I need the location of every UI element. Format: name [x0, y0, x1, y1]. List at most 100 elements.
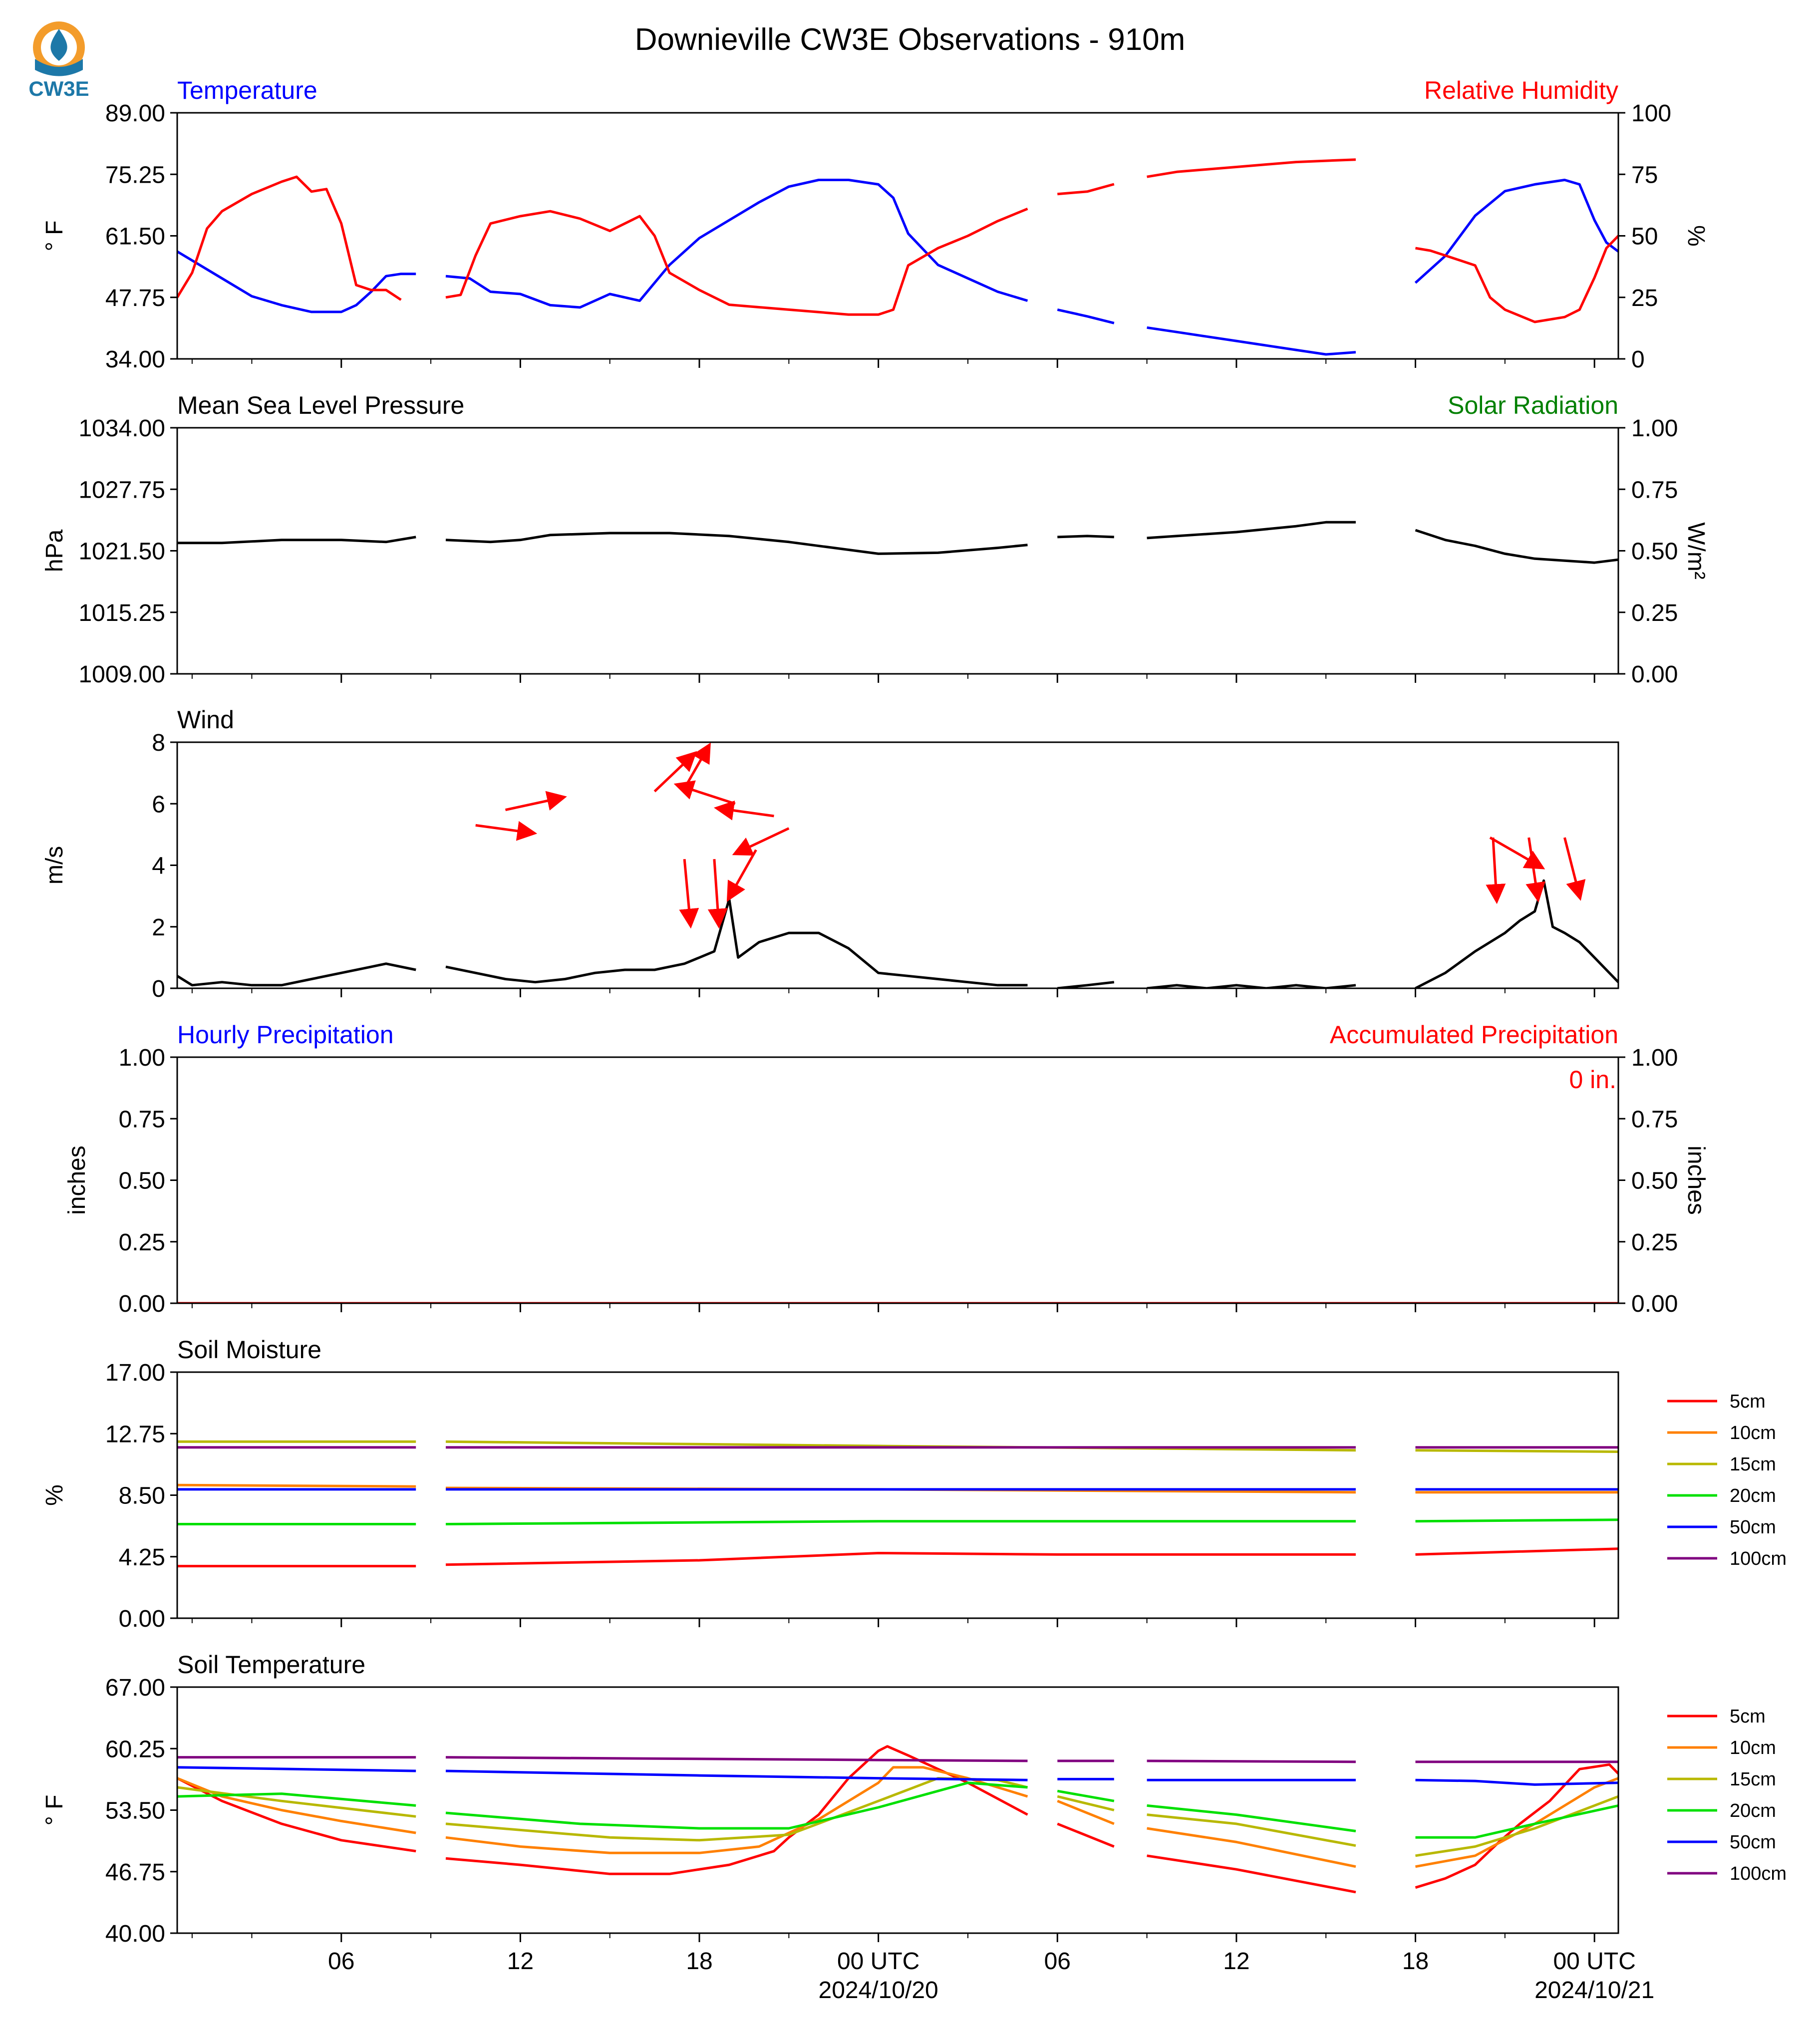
x-tick-label: 18	[686, 1948, 712, 1975]
series-line-black	[177, 521, 1618, 564]
panel-right-title: Accumulated Precipitation	[1330, 1021, 1618, 1049]
wind-vector	[732, 827, 790, 856]
y-tick-label: 1034.00	[78, 415, 165, 442]
soil-legend: 5cm 10cm 15cm 20cm 50cm 100cm	[1667, 1706, 1787, 1884]
y-axis-label: hPa	[41, 529, 68, 572]
x-date-label: 2024/10/21	[1534, 1977, 1654, 2004]
plot-frame	[176, 1686, 1619, 1934]
y-right-tick-label: 1.00	[1631, 1045, 1678, 1071]
series-line-15cm	[177, 1440, 1618, 1453]
y-right-tick-label: 0.50	[1631, 539, 1678, 565]
wind-vector	[713, 800, 774, 821]
y-tick-label: 1.00	[119, 1045, 165, 1071]
legend-label: 20cm	[1730, 1485, 1776, 1506]
panel-left-title: Soil Temperature	[177, 1651, 365, 1679]
wind-vector	[653, 751, 697, 793]
legend-label: 10cm	[1730, 1738, 1776, 1758]
x-date-label: 2024/10/20	[819, 1977, 938, 2004]
y-right-tick-label: 0	[1631, 346, 1645, 373]
series-line-10cm	[177, 1766, 1618, 1868]
y-tick-label: 1009.00	[78, 661, 165, 688]
y-right-tick-label: 0.00	[1631, 661, 1678, 688]
accumulated-total: 0 in.	[1569, 1066, 1616, 1094]
y-tick-label: 40.00	[105, 1921, 165, 1947]
panel-left-title: Mean Sea Level Pressure	[177, 391, 464, 419]
legend-label: 20cm	[1730, 1800, 1776, 1821]
y-axis-label: ° F	[41, 1795, 68, 1826]
legend-label: 50cm	[1730, 1832, 1776, 1853]
y-tick-label: 0.25	[119, 1229, 165, 1256]
y-right-axis-label: W/m²	[1683, 522, 1709, 579]
y-right-axis-label: inches	[1683, 1146, 1709, 1215]
wind-vector	[726, 849, 757, 902]
y-right-tick-label: 25	[1631, 285, 1658, 311]
panel-left-title: Soil Moisture	[177, 1336, 321, 1364]
cw3e-logo: CW3E	[28, 21, 89, 100]
series-line-red	[177, 158, 1618, 323]
y-tick-label: 0	[152, 976, 165, 1002]
y-tick-label: 34.00	[105, 346, 165, 373]
panel-pressure: Mean Sea Level Pressure Solar Radiation 10…	[41, 391, 1709, 688]
y-tick-label: 53.50	[105, 1798, 165, 1824]
y-tick-label: 17.00	[105, 1360, 165, 1386]
series-line-20cm	[177, 1518, 1618, 1525]
wind-vector	[673, 780, 736, 805]
y-tick-label: 0.50	[119, 1168, 165, 1194]
series-group	[177, 521, 1618, 564]
y-tick-label: 89.00	[105, 100, 165, 127]
y-right-tick-label: 0.75	[1631, 1106, 1678, 1133]
y-tick-label: 0.75	[119, 1106, 165, 1133]
y-right-tick-label: 0.00	[1631, 1291, 1678, 1317]
plot-frame	[176, 427, 1619, 675]
soil-legend: 5cm 10cm 15cm 20cm 50cm 100cm	[1667, 1391, 1787, 1569]
y-tick-label: 4.25	[119, 1544, 165, 1571]
figure-title: Downieville CW3E Observations - 910m	[635, 22, 1186, 57]
y-right-tick-label: 0.25	[1631, 1229, 1678, 1256]
panel-soil-temp: Soil Temperature 40.00 46.75 53.50 60.25 67.0…	[41, 1651, 1787, 1947]
legend-label: 10cm	[1730, 1423, 1776, 1444]
wind-vector	[505, 791, 567, 812]
series-line-5cm	[177, 1547, 1618, 1568]
y-axis-label: inches	[64, 1146, 90, 1215]
y-tick-label: 6	[152, 791, 165, 818]
y-tick-label: 12.75	[105, 1421, 165, 1448]
y-right-tick-label: 0.50	[1631, 1168, 1678, 1194]
x-tick-label: 00 UTC	[837, 1948, 919, 1975]
series-line-blue	[177, 179, 1618, 356]
series-group	[177, 1440, 1618, 1568]
wind-vector	[475, 821, 538, 841]
series-line-15cm	[177, 1777, 1618, 1857]
y-tick-label: 0.00	[119, 1606, 165, 1632]
panel-left-title: Wind	[177, 706, 234, 734]
y-tick-label: 4	[152, 853, 165, 879]
x-tick-label: 06	[1044, 1948, 1071, 1975]
x-tick-label: 06	[328, 1948, 354, 1975]
wind-vector	[707, 859, 728, 929]
wind-vector	[1525, 837, 1545, 903]
series-line-100cm	[177, 1756, 1618, 1763]
logo-text: CW3E	[28, 77, 89, 100]
y-tick-label: 1021.50	[78, 539, 165, 565]
panels: Temperature Relative Humidity34.0047.7561…	[41, 76, 1787, 2004]
y-right-tick-label: 50	[1631, 224, 1658, 250]
legend-label: 100cm	[1730, 1548, 1787, 1569]
y-right-axis-label: %	[1683, 225, 1709, 247]
legend-label: 50cm	[1730, 1517, 1776, 1538]
x-tick-label: 12	[1223, 1948, 1249, 1975]
y-tick-label: 8	[152, 730, 165, 756]
panel-precip: Hourly Precipitation Accumulated Precipit…	[64, 1021, 1709, 1317]
series-group	[177, 1745, 1618, 1894]
plot-frame	[176, 741, 1619, 989]
panel-left-title: Hourly Precipitation	[177, 1021, 394, 1049]
x-tick-label: 00 UTC	[1553, 1948, 1635, 1975]
y-right-tick-label: 100	[1631, 100, 1671, 127]
x-tick-label: 12	[507, 1948, 534, 1975]
x-tick-label: 18	[1402, 1948, 1429, 1975]
y-tick-label: 61.50	[105, 224, 165, 250]
y-axis-label: m/s	[41, 846, 68, 884]
y-tick-label: 67.00	[105, 1675, 165, 1701]
series-line-50cm	[177, 1766, 1618, 1786]
y-tick-label: 75.25	[105, 162, 165, 188]
cw3e-logo-icon	[33, 21, 85, 76]
